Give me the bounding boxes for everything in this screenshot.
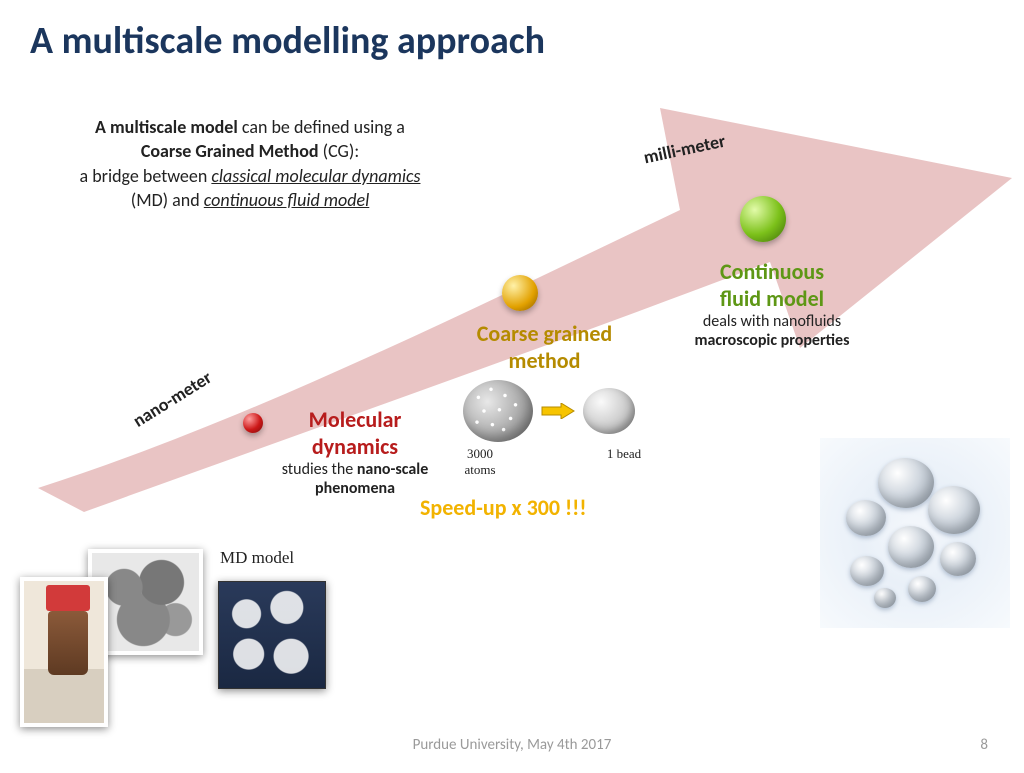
footer-center: Purdue University, May 4th 2017	[0, 736, 1024, 754]
md-sub-t1: studies the	[282, 460, 357, 479]
cfm-heading-2: fluid model	[688, 285, 856, 312]
cg-heading-1: Coarse grained	[442, 320, 647, 347]
cg-illustration	[444, 380, 654, 442]
cfm-sub: deals with nanofluids macroscopic proper…	[688, 312, 856, 350]
intro-t4: (CG):	[319, 140, 360, 162]
intro-cfm: continuous fluid model	[204, 189, 369, 211]
droplet-icon	[850, 556, 884, 586]
milli-label: milli-meter	[642, 130, 728, 169]
cfm-sub-t1: deals with nanofluids	[703, 312, 841, 331]
cg-atoms-word: atoms	[464, 462, 495, 477]
slide-title: A multiscale modelling approach	[30, 18, 545, 64]
droplet-icon	[940, 542, 976, 576]
intro-l2a: a bridge between	[80, 165, 212, 187]
md-sim-image-icon	[218, 581, 326, 689]
sample-bottle-icon	[20, 577, 108, 727]
sphere-yellow-icon	[502, 275, 538, 311]
droplet-icon	[878, 458, 934, 508]
cg-caption-atoms: 3000 atoms	[444, 446, 516, 478]
stage-cfm: Continuous fluid model deals with nanofl…	[688, 258, 856, 350]
droplet-icon	[908, 576, 936, 602]
droplets-image	[820, 438, 1010, 628]
intro-t2: can be defined using a	[238, 116, 405, 138]
droplet-icon	[874, 588, 896, 608]
stage-cg: Coarse grained method	[442, 320, 647, 374]
sphere-red-icon	[243, 413, 263, 433]
intro-bold-1: A multiscale model	[95, 116, 238, 138]
intro-cmd: classical molecular dynamics	[211, 165, 420, 187]
sphere-green-icon	[740, 196, 786, 242]
cg-heading-2: method	[442, 347, 647, 374]
droplet-icon	[846, 500, 886, 536]
intro-l2b: (MD) and	[131, 189, 204, 211]
cg-caption-bead: 1 bead	[594, 446, 654, 478]
nano-label: nano-meter	[129, 366, 216, 432]
cfm-heading-1: Continuous	[688, 258, 856, 285]
md-heading-1: Molecular	[265, 406, 445, 433]
cg-arrow-icon	[541, 401, 575, 421]
intro-bold-2: Coarse Grained Method	[141, 140, 319, 162]
bead-icon	[583, 388, 635, 434]
stage-md: Molecular dynamics studies the nano-scal…	[265, 406, 445, 498]
footer-page-number: 8	[980, 736, 988, 754]
md-sub: studies the nano-scale phenomena	[265, 460, 445, 498]
md-model-label: MD model	[220, 548, 294, 568]
cg-captions: 3000 atoms 1 bead	[444, 446, 654, 478]
intro-text: A multiscale model can be defined using …	[30, 115, 470, 212]
atom-cluster-icon	[463, 380, 533, 442]
droplet-icon	[888, 526, 934, 568]
md-heading-2: dynamics	[265, 433, 445, 460]
cfm-sub-bold: macroscopic properties	[695, 331, 850, 350]
speedup-text: Speed-up x 300 !!!	[420, 494, 586, 521]
cg-atoms-count: 3000	[467, 446, 493, 461]
droplet-icon	[928, 486, 980, 534]
